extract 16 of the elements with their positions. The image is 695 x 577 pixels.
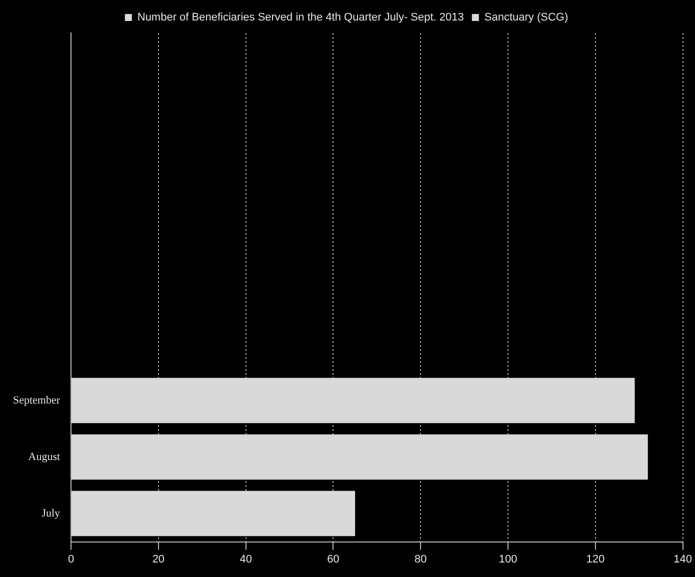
bar xyxy=(72,490,356,536)
x-tick-label: 120 xyxy=(586,553,605,566)
legend-label: Number of Beneficiaries Served in the 4th Quarter July- Sept. 2013 xyxy=(137,12,464,24)
x-tick-label: 60 xyxy=(327,553,340,566)
x-tick-label: 80 xyxy=(414,553,427,566)
x-tick-label: 100 xyxy=(498,553,518,566)
y-tick-label: August xyxy=(28,450,60,463)
legend-label: Sanctuary (SCG) xyxy=(484,12,568,24)
x-tick-label: 0 xyxy=(68,553,74,566)
x-tick-label: 20 xyxy=(152,553,165,566)
bar xyxy=(72,378,635,424)
y-tick-label: July xyxy=(42,507,61,520)
bar xyxy=(72,434,648,480)
y-tick-label: September xyxy=(12,394,60,406)
x-tick-label: 140 xyxy=(674,553,692,566)
x-tick-label: 40 xyxy=(240,553,252,566)
